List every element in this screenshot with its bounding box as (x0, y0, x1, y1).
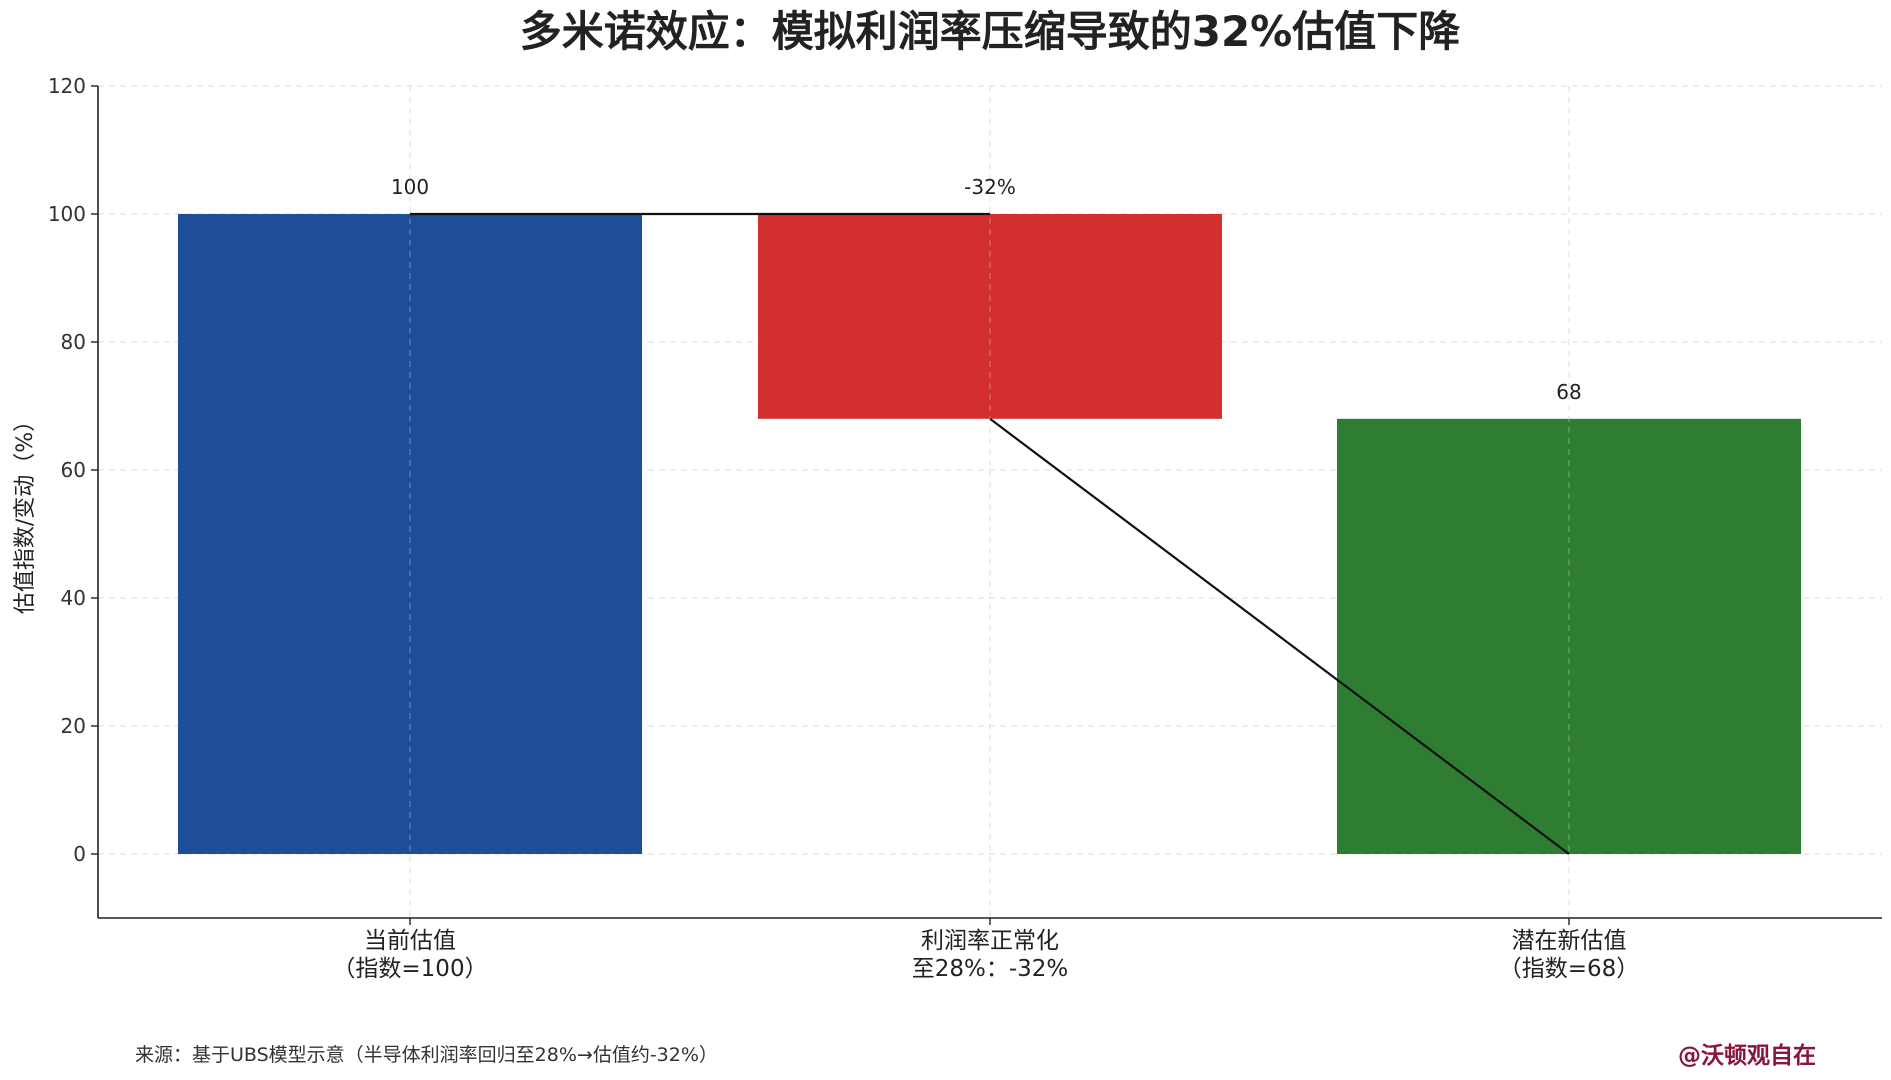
data-label: 68 (1556, 380, 1581, 404)
data-label: -32% (964, 175, 1016, 199)
x-tick-label: （指数=68） (1499, 956, 1640, 982)
y-tick-label: 120 (48, 74, 86, 98)
y-tick-label: 40 (61, 586, 86, 610)
author-credit: @沃顿观自在 (1678, 1043, 1816, 1069)
x-tick-label: （指数=100） (332, 956, 487, 982)
y-tick-label: 80 (61, 330, 86, 354)
y-tick-labels: 0 20 40 60 80 100 120 (48, 74, 98, 866)
y-axis-label: 估值指数/变动（%） (13, 410, 38, 614)
bar-2 (1337, 418, 1801, 854)
chart-title: 多米诺效应：模拟利润率压缩导致的32%估值下降 (520, 7, 1461, 56)
y-tick-label: 60 (61, 458, 86, 482)
bar-1 (758, 214, 1222, 419)
connector-line (989, 417, 1570, 855)
connector-lines (410, 212, 1570, 855)
bar-0 (178, 214, 642, 854)
y-tick-label: 100 (48, 202, 86, 226)
x-tick-label: 利润率正常化 (921, 928, 1059, 954)
data-labels: 100 -32% 68 (391, 175, 1582, 404)
y-tick-label: 20 (61, 714, 86, 738)
y-tick-label: 0 (73, 842, 86, 866)
source-note: 来源：基于UBS模型示意（半导体利润率回归至28%→估值约-32%） (135, 1044, 718, 1066)
data-label: 100 (391, 175, 429, 199)
x-tick-label: 至28%：-32% (912, 956, 1069, 982)
bars (178, 86, 1801, 918)
x-tick-label: 当前估值 (364, 928, 456, 954)
x-tick-label: 潜在新估值 (1512, 928, 1627, 954)
